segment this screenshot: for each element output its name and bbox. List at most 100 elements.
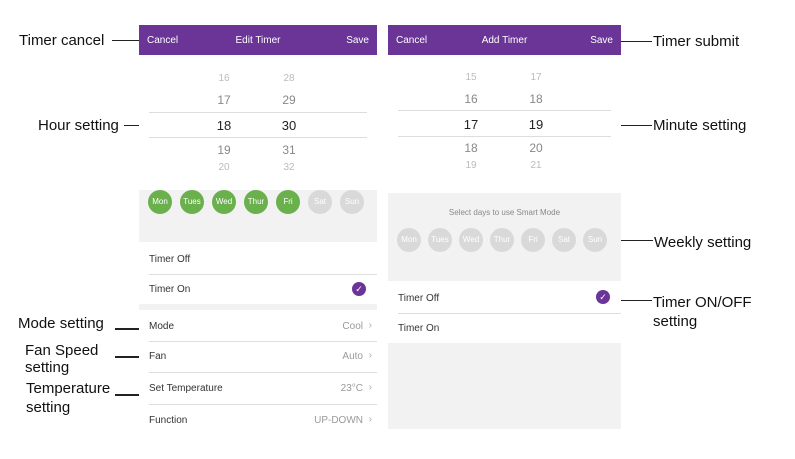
row-divider xyxy=(149,274,377,275)
day-tues[interactable]: Tues xyxy=(180,190,204,214)
callout-line-minute-setting xyxy=(621,125,652,126)
callout-line-mode-setting xyxy=(115,328,147,330)
hour-selected[interactable]: 17 xyxy=(463,117,479,132)
cancel-button[interactable]: Cancel xyxy=(147,35,179,46)
minute-option[interactable]: 20 xyxy=(529,141,543,155)
hour-option[interactable]: 16 xyxy=(218,73,230,84)
callout-hour-setting: Hour setting xyxy=(38,117,119,134)
callout-weekly-setting: Weekly setting xyxy=(654,234,752,251)
callout-temperature-2: setting xyxy=(26,399,71,416)
temperature-row[interactable]: Set Temperature 23°C › xyxy=(139,373,377,403)
add-timer-screen: Cancel Add Timer Save 15 16 17 18 19 17 … xyxy=(388,25,621,429)
minute-option[interactable]: 21 xyxy=(530,160,542,171)
timer-off-option[interactable]: Timer Off xyxy=(139,244,377,274)
hour-option[interactable]: 17 xyxy=(217,93,231,107)
row-divider xyxy=(149,341,377,342)
day-sat[interactable]: Sat xyxy=(552,228,576,252)
hour-option[interactable]: 19 xyxy=(217,143,231,157)
timer-on-option[interactable]: Timer On ✓ xyxy=(139,274,377,304)
minute-selected[interactable]: 19 xyxy=(528,117,544,132)
picker-divider xyxy=(149,112,367,113)
callout-line-temperature xyxy=(115,394,147,396)
day-sun[interactable]: Sun xyxy=(583,228,607,252)
day-sun[interactable]: Sun xyxy=(340,190,364,214)
minute-option[interactable]: 28 xyxy=(283,73,295,84)
minute-option[interactable]: 18 xyxy=(529,92,543,106)
minute-option[interactable]: 17 xyxy=(530,72,542,83)
function-label: Function xyxy=(149,415,188,426)
hour-selected[interactable]: 18 xyxy=(216,118,232,133)
row-divider xyxy=(149,372,377,373)
time-picker[interactable]: 15 16 17 18 19 17 18 19 20 21 xyxy=(388,69,621,174)
minute-option[interactable]: 29 xyxy=(282,93,296,107)
day-thur[interactable]: Thur xyxy=(490,228,514,252)
empty-area xyxy=(388,343,621,429)
callout-line-timer-onoff xyxy=(621,300,652,301)
callout-line-fan-speed xyxy=(115,356,147,358)
function-row[interactable]: Function UP-DOWN › xyxy=(139,405,377,435)
chevron-right-icon: › xyxy=(368,382,372,393)
day-wed[interactable]: Wed xyxy=(212,190,236,214)
callout-line-timer-submit xyxy=(612,41,652,42)
edit-timer-screen: Cancel Edit Timer Save 16 17 18 19 20 28… xyxy=(139,25,377,459)
picker-divider xyxy=(398,136,611,137)
check-circle-icon: ✓ xyxy=(596,290,610,304)
fan-value: Auto xyxy=(342,351,363,362)
cancel-button[interactable]: Cancel xyxy=(396,35,428,46)
minute-option[interactable]: 32 xyxy=(283,162,295,173)
timer-on-option[interactable]: Timer On xyxy=(388,313,621,343)
hour-option[interactable]: 20 xyxy=(218,162,230,173)
callout-fan-speed-1: Fan Speed xyxy=(25,342,99,359)
timer-off-label: Timer Off xyxy=(149,254,191,265)
callout-minute-setting: Minute setting xyxy=(653,117,747,134)
hour-option[interactable]: 15 xyxy=(465,72,477,83)
hour-option[interactable]: 18 xyxy=(464,141,478,155)
check-circle-icon: ✓ xyxy=(352,282,366,296)
callout-timer-cancel: Timer cancel xyxy=(19,32,105,49)
callout-fan-speed-2: setting xyxy=(25,359,70,376)
fan-row[interactable]: Fan Auto › xyxy=(139,341,377,371)
day-tues[interactable]: Tues xyxy=(428,228,452,252)
temperature-value: 23°C xyxy=(340,383,363,394)
callout-timer-submit: Timer submit xyxy=(653,33,740,50)
day-mon[interactable]: Mon xyxy=(397,228,421,252)
row-divider xyxy=(398,313,621,314)
minute-selected[interactable]: 30 xyxy=(281,118,297,133)
callout-mode-setting: Mode setting xyxy=(18,315,104,332)
callout-timer-onoff-2: setting xyxy=(653,313,698,330)
hour-option[interactable]: 16 xyxy=(464,92,478,106)
day-fri[interactable]: Fri xyxy=(521,228,545,252)
days-prompt: Select days to use Smart Mode xyxy=(448,208,561,217)
mode-value: Cool xyxy=(342,321,363,332)
weekday-selector: Mon Tues Wed Thur Fri Sat Sun xyxy=(139,190,377,242)
minute-option[interactable]: 31 xyxy=(282,143,296,157)
save-button[interactable]: Save xyxy=(590,35,613,46)
section-divider xyxy=(139,304,377,310)
callout-line-timer-cancel xyxy=(112,40,148,41)
mode-row[interactable]: Mode Cool › xyxy=(139,311,377,341)
timer-off-label: Timer Off xyxy=(398,293,440,304)
add-timer-header: Cancel Add Timer Save xyxy=(388,25,621,55)
callout-temperature-1: Temperature xyxy=(26,380,111,397)
row-divider xyxy=(149,404,377,405)
day-wed[interactable]: Wed xyxy=(459,228,483,252)
chevron-right-icon: › xyxy=(368,320,372,331)
timer-off-option[interactable]: Timer Off ✓ xyxy=(388,283,621,313)
timer-on-label: Timer On xyxy=(398,323,440,334)
page-title: Edit Timer xyxy=(235,35,281,46)
chevron-right-icon: › xyxy=(368,414,372,425)
picker-divider xyxy=(398,110,611,111)
temperature-label: Set Temperature xyxy=(149,383,223,394)
callout-timer-onoff-1: Timer ON/OFF xyxy=(653,294,752,311)
day-thur[interactable]: Thur xyxy=(244,190,268,214)
day-fri[interactable]: Fri xyxy=(276,190,300,214)
time-picker[interactable]: 16 17 18 19 20 28 29 30 31 32 xyxy=(139,70,377,175)
picker-divider xyxy=(149,137,367,138)
save-button[interactable]: Save xyxy=(346,35,369,46)
day-mon[interactable]: Mon xyxy=(148,190,172,214)
function-value: UP-DOWN xyxy=(314,415,363,426)
day-sat[interactable]: Sat xyxy=(308,190,332,214)
timer-on-label: Timer On xyxy=(149,284,191,295)
hour-option[interactable]: 19 xyxy=(465,160,477,171)
page-title: Add Timer xyxy=(481,35,528,46)
